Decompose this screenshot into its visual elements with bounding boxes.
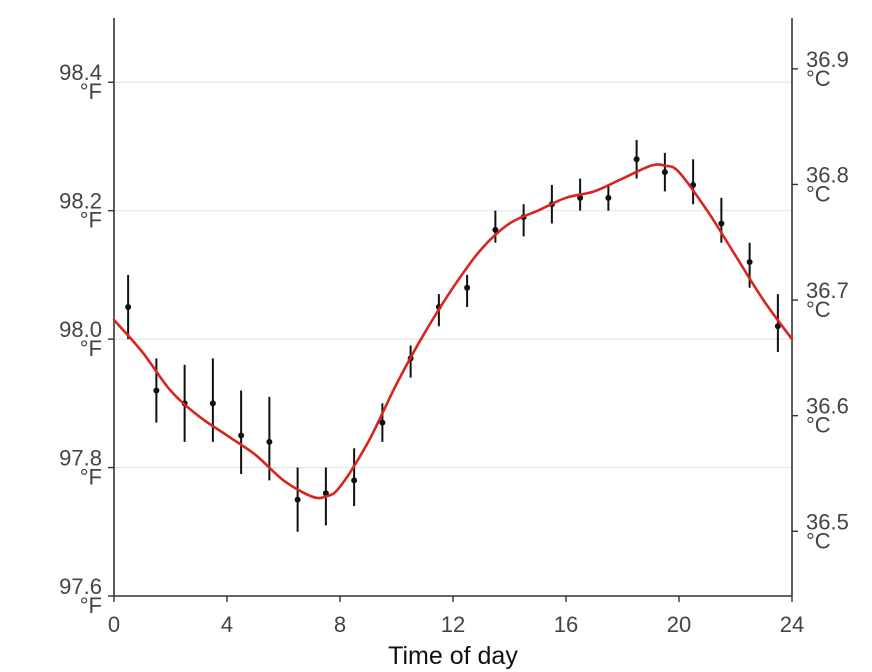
y-tick-label: 98.4 xyxy=(59,60,102,85)
y-tick-unit: °F xyxy=(80,79,102,104)
y-tick-label: 98.2 xyxy=(59,189,102,214)
x-tick-label: 0 xyxy=(108,612,120,637)
data-point xyxy=(661,169,668,176)
x-tick-label: 24 xyxy=(780,612,804,637)
y2-tick-label: 36.9 xyxy=(806,47,849,72)
x-ticks: 0 4 8 12 16 20 24 xyxy=(108,596,804,637)
y-tick-unit: °F xyxy=(80,336,102,361)
fitted-curve xyxy=(112,163,794,500)
y2-tick-unit: °C xyxy=(806,297,831,322)
x-axis-label: Time of day xyxy=(388,642,518,670)
y2-tick-label: 36.6 xyxy=(806,394,849,419)
data-point xyxy=(266,438,273,445)
data-point xyxy=(294,496,301,503)
x-tick-label: 8 xyxy=(334,612,346,637)
grid-lines xyxy=(114,81,792,469)
data-point xyxy=(351,477,358,484)
y-tick-label: 97.8 xyxy=(59,446,102,471)
data-point xyxy=(492,226,499,233)
data-point xyxy=(153,387,160,394)
data-point xyxy=(605,194,612,201)
y-tick-unit: °F xyxy=(80,208,102,233)
y2-tick-label: 36.5 xyxy=(806,509,849,534)
y2-tick-label: 36.7 xyxy=(806,278,849,303)
y2-tick-unit: °C xyxy=(806,181,831,206)
data-point xyxy=(464,284,471,291)
y2-tick-label: 36.8 xyxy=(806,162,849,187)
x-tick-label: 16 xyxy=(554,612,578,637)
data-point xyxy=(125,304,132,310)
x-tick-label: 4 xyxy=(221,612,233,637)
data-point xyxy=(577,194,584,201)
y-ticks-left: 97.6°F97.8°F98.0°F98.2°F98.4°F xyxy=(59,60,114,618)
data-point xyxy=(718,220,725,227)
y-tick-unit: °F xyxy=(80,593,102,618)
y2-tick-unit: °C xyxy=(806,413,831,438)
x-tick-label: 12 xyxy=(441,612,465,637)
y-tick-label: 98.0 xyxy=(59,317,102,342)
data-point xyxy=(238,432,245,439)
error-bars-and-points xyxy=(125,140,781,532)
y-tick-unit: °F xyxy=(80,465,102,490)
data-point xyxy=(209,400,216,407)
y-tick-label: 97.6 xyxy=(59,574,102,599)
x-tick-label: 20 xyxy=(667,612,691,637)
data-point xyxy=(774,323,781,330)
y2-tick-unit: °C xyxy=(806,528,831,553)
y-ticks-right: 36.5°C36.6°C36.7°C36.8°C36.9°C xyxy=(792,47,849,553)
data-point xyxy=(633,156,640,163)
y2-tick-unit: °C xyxy=(806,66,831,91)
data-point xyxy=(379,419,386,426)
data-point xyxy=(746,259,753,266)
